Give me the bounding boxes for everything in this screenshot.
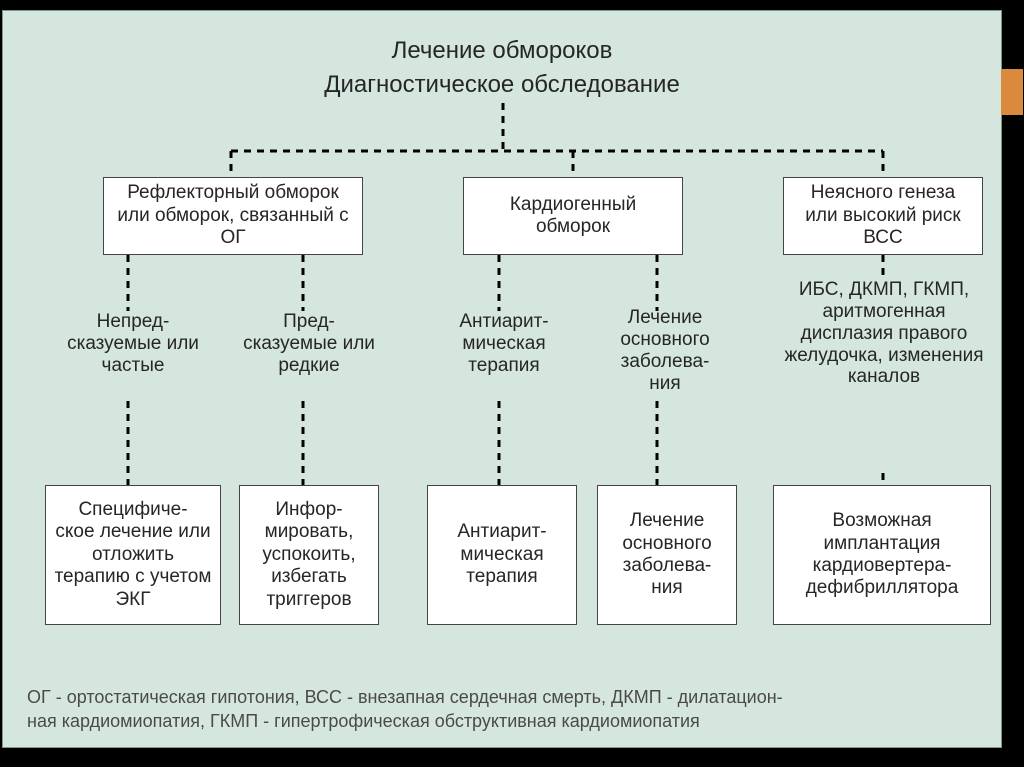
node-antiarrhythmic-1: Антиарит-мическая терапия [439, 311, 569, 377]
node-ibs-list: ИБС, ДКМП, ГКМП, аритмогенная дисплазия … [781, 279, 987, 388]
chart-title: Лечение обмороков [3, 37, 1001, 65]
node-unpredictable: Непред-сказуемые или частые [63, 311, 203, 377]
node-reflex: Рефлекторный обморок или обморок, связан… [103, 177, 363, 255]
node-predictable: Пред-сказуемые или редкие [239, 311, 379, 377]
node-primary-disease-2: Лечение основного заболева-ния [597, 485, 737, 625]
legend-text: ОГ - ортостатическая гипотония, ВСС - вн… [27, 686, 981, 733]
node-specific-treatment: Специфиче-ское лечение или отложить тера… [45, 485, 221, 625]
node-cardiogenic: Кардиогенный обморок [463, 177, 683, 255]
node-primary-disease-1: Лечение основного заболева-ния [599, 307, 731, 394]
node-inform: Инфор-мировать, успокоить, избегать триг… [239, 485, 379, 625]
node-implant: Возможная имплантация кардиовертера-дефи… [773, 485, 991, 625]
chart-subtitle: Диагностическое обследование [3, 71, 1001, 99]
accent-strip [1001, 69, 1023, 115]
node-unclear: Неясного генеза или высокий риск ВСС [783, 177, 983, 255]
node-antiarrhythmic-2: Антиарит-мическая терапия [427, 485, 577, 625]
